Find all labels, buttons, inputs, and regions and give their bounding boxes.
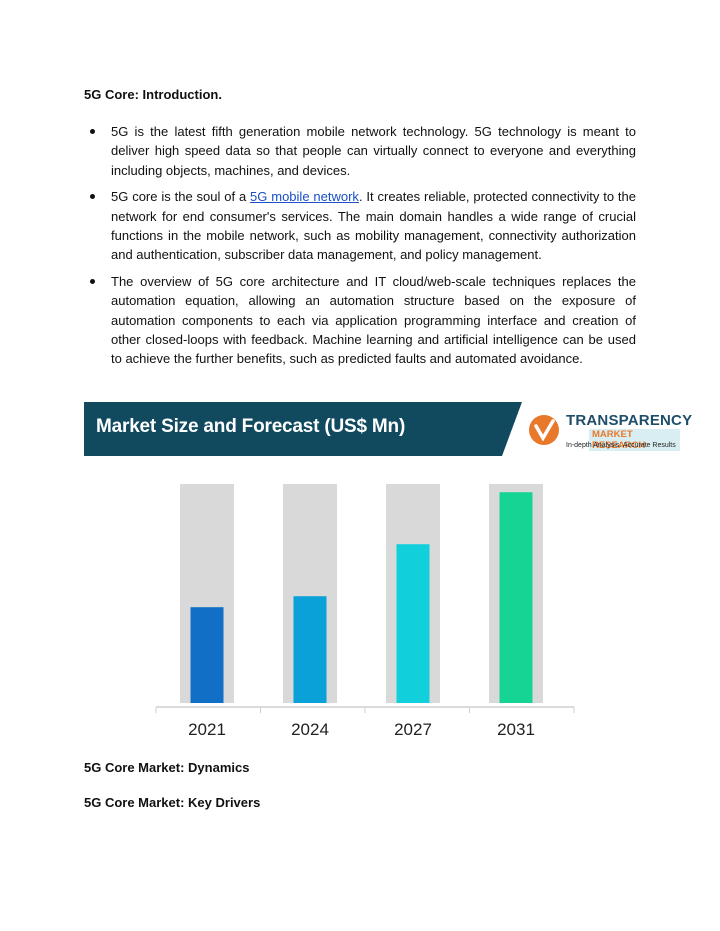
x-tick-label: 2031 [497, 720, 535, 739]
x-tick-label: 2024 [291, 720, 329, 739]
x-tick-label: 2021 [188, 720, 226, 739]
bullet-item: The overview of 5G core architecture and… [84, 272, 636, 369]
banner-background [84, 402, 680, 456]
bullet-text: 5G is the latest fifth generation mobile… [111, 124, 636, 178]
banner-title: Market Size and Forecast (US$ Mn) [96, 416, 406, 437]
logo-tagline: In-depth Analysis. Accurate Results [566, 442, 676, 449]
bar-2024 [293, 596, 327, 703]
bullet-dot-icon [90, 278, 95, 284]
bullet-item: 5G is the latest fifth generation mobile… [84, 122, 636, 180]
bar-2021 [190, 607, 224, 703]
bullet-item: 5G core is the soul of a 5G mobile netwo… [84, 187, 636, 265]
5g-mobile-network-link[interactable]: 5G mobile network [250, 189, 359, 205]
bullet-dot-icon [90, 194, 95, 200]
key-drivers-heading: 5G Core Market: Key Drivers [84, 795, 261, 810]
transparency-logo-icon [529, 415, 559, 445]
bullet-text: The overview of 5G core architecture and… [111, 273, 636, 367]
intro-heading: 5G Core: Introduction. [84, 87, 222, 102]
intro-bullet-list: 5G is the latest fifth generation mobile… [84, 122, 636, 376]
bar-2027 [396, 544, 430, 703]
logo-name: TRANSPARENCY [566, 412, 693, 429]
market-size-banner: Market Size and Forecast (US$ Mn) TRANSP… [84, 402, 692, 456]
dynamics-heading: 5G Core Market: Dynamics [84, 760, 250, 775]
bullet-dot-icon [90, 129, 95, 134]
market-forecast-chart: 2021 2024 2027 2031 [155, 484, 575, 739]
bar-2031 [499, 492, 533, 703]
x-tick-label: 2027 [394, 720, 432, 739]
bullet-text-pre: 5G core is the soul of a [111, 189, 251, 205]
bullet-text-post: . It creates reliable, protected connect… [111, 189, 636, 263]
logo-subtitle: MARKET RESEARCH [589, 429, 680, 451]
